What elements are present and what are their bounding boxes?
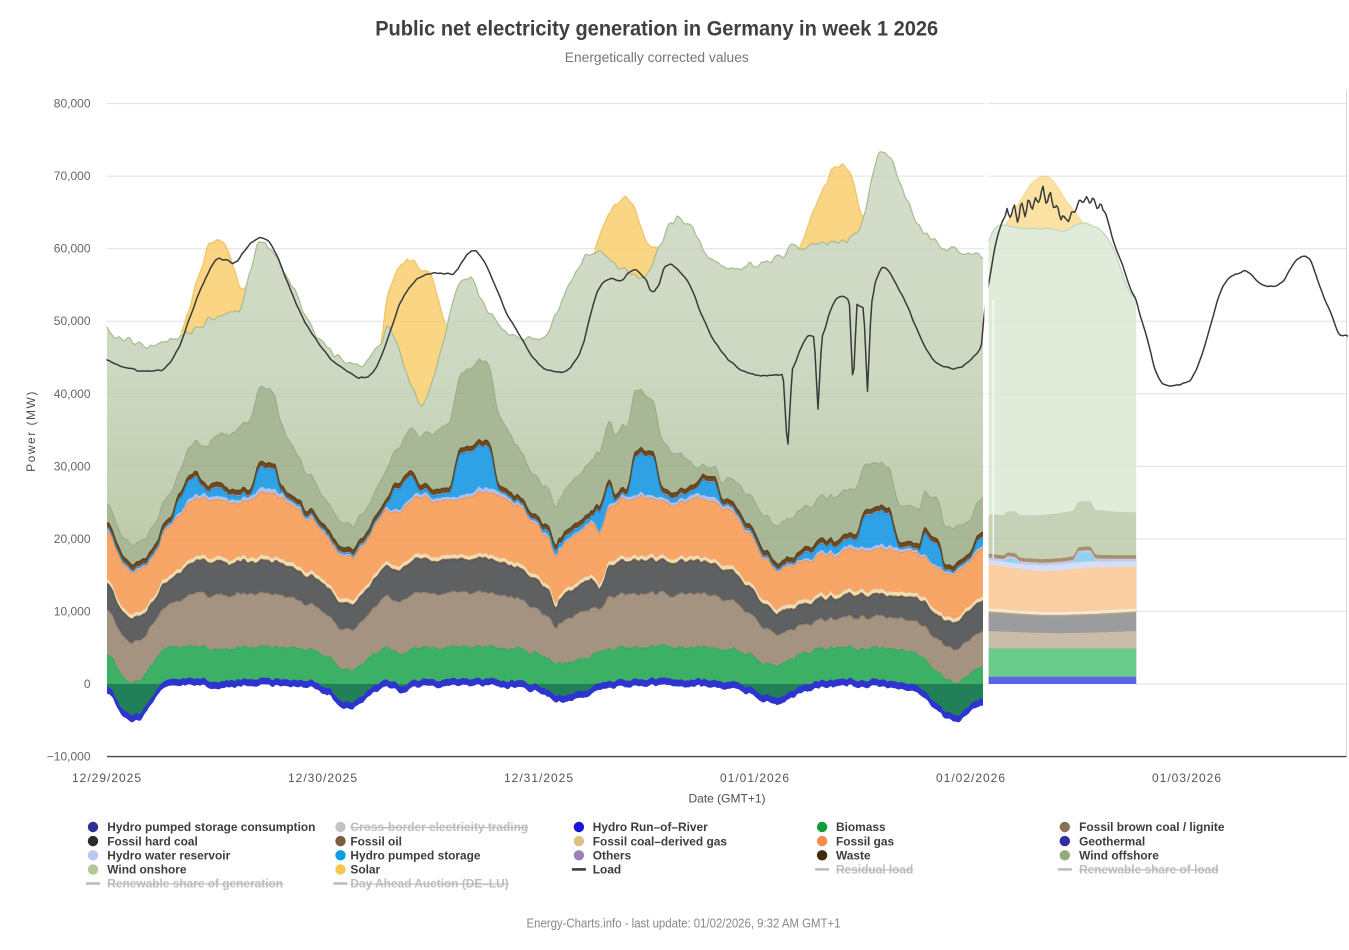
svg-text:Waste: Waste	[836, 849, 871, 863]
svg-text:0: 0	[84, 677, 91, 691]
svg-text:Biomass: Biomass	[836, 820, 886, 834]
svg-text:Hydro pumped storage: Hydro pumped storage	[350, 849, 481, 863]
svg-text:Residual load: Residual load	[836, 863, 913, 877]
svg-text:Day Ahead Auction (DE–LU): Day Ahead Auction (DE–LU)	[350, 877, 508, 891]
svg-text:Cross-border electricity tradi: Cross-border electricity trading	[350, 820, 528, 834]
svg-text:80,000: 80,000	[54, 97, 91, 111]
svg-text:Hydro pumped storage consumpti: Hydro pumped storage consumption	[107, 820, 315, 834]
svg-text:40,000: 40,000	[54, 387, 91, 401]
svg-text:−10,000: −10,000	[47, 750, 91, 764]
svg-text:12/31/2025: 12/31/2025	[504, 771, 574, 785]
svg-text:Fossil hard coal: Fossil hard coal	[107, 834, 198, 848]
svg-text:Energetically corrected values: Energetically corrected values	[565, 50, 749, 65]
svg-text:Renewable share of load: Renewable share of load	[1079, 863, 1218, 877]
svg-text:Energy-Charts.info - last upda: Energy-Charts.info - last update: 01/02/…	[527, 917, 841, 931]
svg-text:Hydro water reservoir: Hydro water reservoir	[107, 849, 230, 863]
svg-text:01/02/2026: 01/02/2026	[936, 771, 1006, 785]
svg-text:01/03/2026: 01/03/2026	[1152, 771, 1222, 785]
svg-text:Wind onshore: Wind onshore	[107, 863, 187, 877]
svg-text:30,000: 30,000	[54, 459, 91, 473]
svg-text:Fossil gas: Fossil gas	[836, 834, 895, 848]
svg-text:Public net electricity generat: Public net electricity generation in Ger…	[375, 18, 938, 41]
svg-text:Date (GMT+1): Date (GMT+1)	[688, 792, 765, 806]
svg-text:Wind offshore: Wind offshore	[1079, 849, 1159, 863]
svg-text:10,000: 10,000	[54, 604, 91, 618]
svg-text:50,000: 50,000	[54, 314, 91, 328]
svg-text:Renewable share of generation: Renewable share of generation	[107, 877, 283, 891]
svg-text:Load: Load	[593, 863, 621, 877]
svg-text:Power (MW): Power (MW)	[24, 390, 38, 472]
svg-text:Fossil coal–derived gas: Fossil coal–derived gas	[593, 834, 728, 848]
svg-text:01/01/2026: 01/01/2026	[720, 771, 790, 785]
svg-text:70,000: 70,000	[54, 169, 91, 183]
svg-text:Fossil brown coal / lignite: Fossil brown coal / lignite	[1079, 820, 1225, 834]
svg-text:Hydro Run–of–River: Hydro Run–of–River	[593, 820, 708, 834]
svg-text:20,000: 20,000	[54, 532, 91, 546]
svg-text:Others: Others	[593, 849, 632, 863]
svg-text:12/30/2025: 12/30/2025	[288, 771, 358, 785]
svg-text:Geothermal: Geothermal	[1079, 834, 1145, 848]
svg-text:Solar: Solar	[350, 863, 380, 877]
svg-text:60,000: 60,000	[54, 242, 91, 256]
svg-text:12/29/2025: 12/29/2025	[72, 771, 142, 785]
svg-text:Fossil oil: Fossil oil	[350, 834, 402, 848]
